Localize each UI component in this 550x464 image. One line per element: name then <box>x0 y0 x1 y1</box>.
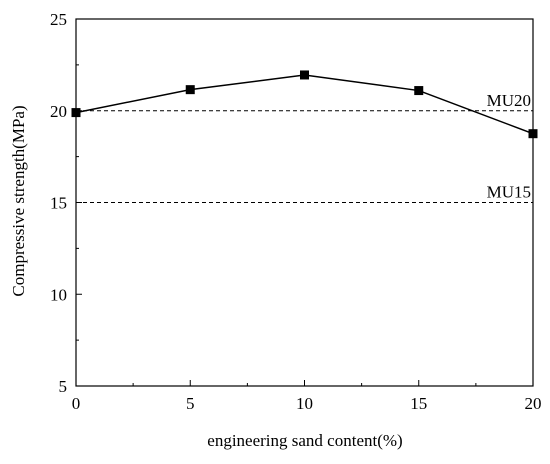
x-axis-title: engineering sand content(%) <box>207 431 402 450</box>
y-tick-label: 5 <box>59 377 68 396</box>
y-tick-label: 25 <box>50 10 67 29</box>
y-tick-label: 20 <box>50 102 67 121</box>
data-point <box>300 70 309 80</box>
y-axis-title: Compressive strength(MPa) <box>9 105 28 296</box>
data-point <box>414 86 424 96</box>
data-point <box>528 129 538 139</box>
reference-label-mu20: MU20 <box>487 91 531 110</box>
x-tick-label: 0 <box>72 394 81 413</box>
series-line <box>75 74 534 135</box>
x-tick-label: 5 <box>186 394 195 413</box>
reference-label-mu15: MU15 <box>487 183 531 202</box>
reference-lines: MU20 MU15 <box>76 91 533 203</box>
x-tick-label: 20 <box>525 394 542 413</box>
x-tick-label: 15 <box>410 394 427 413</box>
x-tick-label: 10 <box>296 394 313 413</box>
y-tick-label: 15 <box>50 194 67 213</box>
data-point <box>185 85 195 95</box>
data-point <box>71 108 81 118</box>
series-layer <box>71 70 538 139</box>
y-tick-label: 10 <box>50 285 67 304</box>
